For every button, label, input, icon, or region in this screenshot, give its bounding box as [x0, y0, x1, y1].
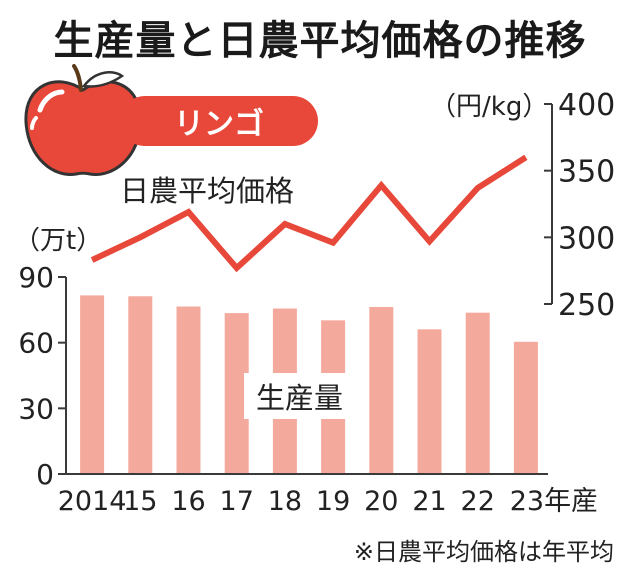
x-tick-label: 16: [171, 486, 205, 517]
x-tick-label: 18: [268, 486, 302, 517]
x-tick-label: 2014: [58, 486, 127, 517]
bar: [176, 306, 201, 474]
right-tick-label: 350: [558, 155, 615, 190]
fruit-badge: リンゴ: [120, 96, 318, 146]
left-axis-unit: （万t）: [14, 226, 103, 256]
x-tick-label: 19: [316, 486, 350, 517]
x-tick-label: 17: [220, 486, 254, 517]
right-axis-unit: （円/kg）: [430, 92, 549, 122]
x-tick-label: 21: [412, 486, 446, 517]
right-tick-label: 300: [558, 221, 615, 256]
left-tick-label: 90: [18, 261, 54, 294]
price-series-label: 日農平均価格: [120, 174, 295, 208]
price-line: [90, 154, 528, 273]
right-tick-label: 250: [558, 288, 615, 323]
bar: [128, 296, 153, 474]
x-tick-label: 15: [123, 486, 157, 517]
chart-title: 生産量と日農平均価格の推移: [53, 18, 587, 64]
x-tick-label: 22: [461, 486, 495, 517]
left-tick-label: 0: [36, 458, 54, 491]
bar: [369, 306, 394, 474]
right-tick-label: 400: [558, 88, 615, 123]
x-tick-label: 20: [364, 486, 398, 517]
production-series-label: 生産量: [244, 373, 356, 419]
x-tick-label: 23年産: [510, 486, 598, 517]
left-tick-label: 30: [18, 392, 54, 425]
left-tick-label: 60: [18, 327, 54, 360]
bar: [513, 341, 538, 474]
footnote: ※日農平均価格は年平均: [353, 538, 614, 566]
bar: [80, 295, 105, 474]
bar: [465, 312, 490, 474]
bar: [417, 329, 442, 474]
